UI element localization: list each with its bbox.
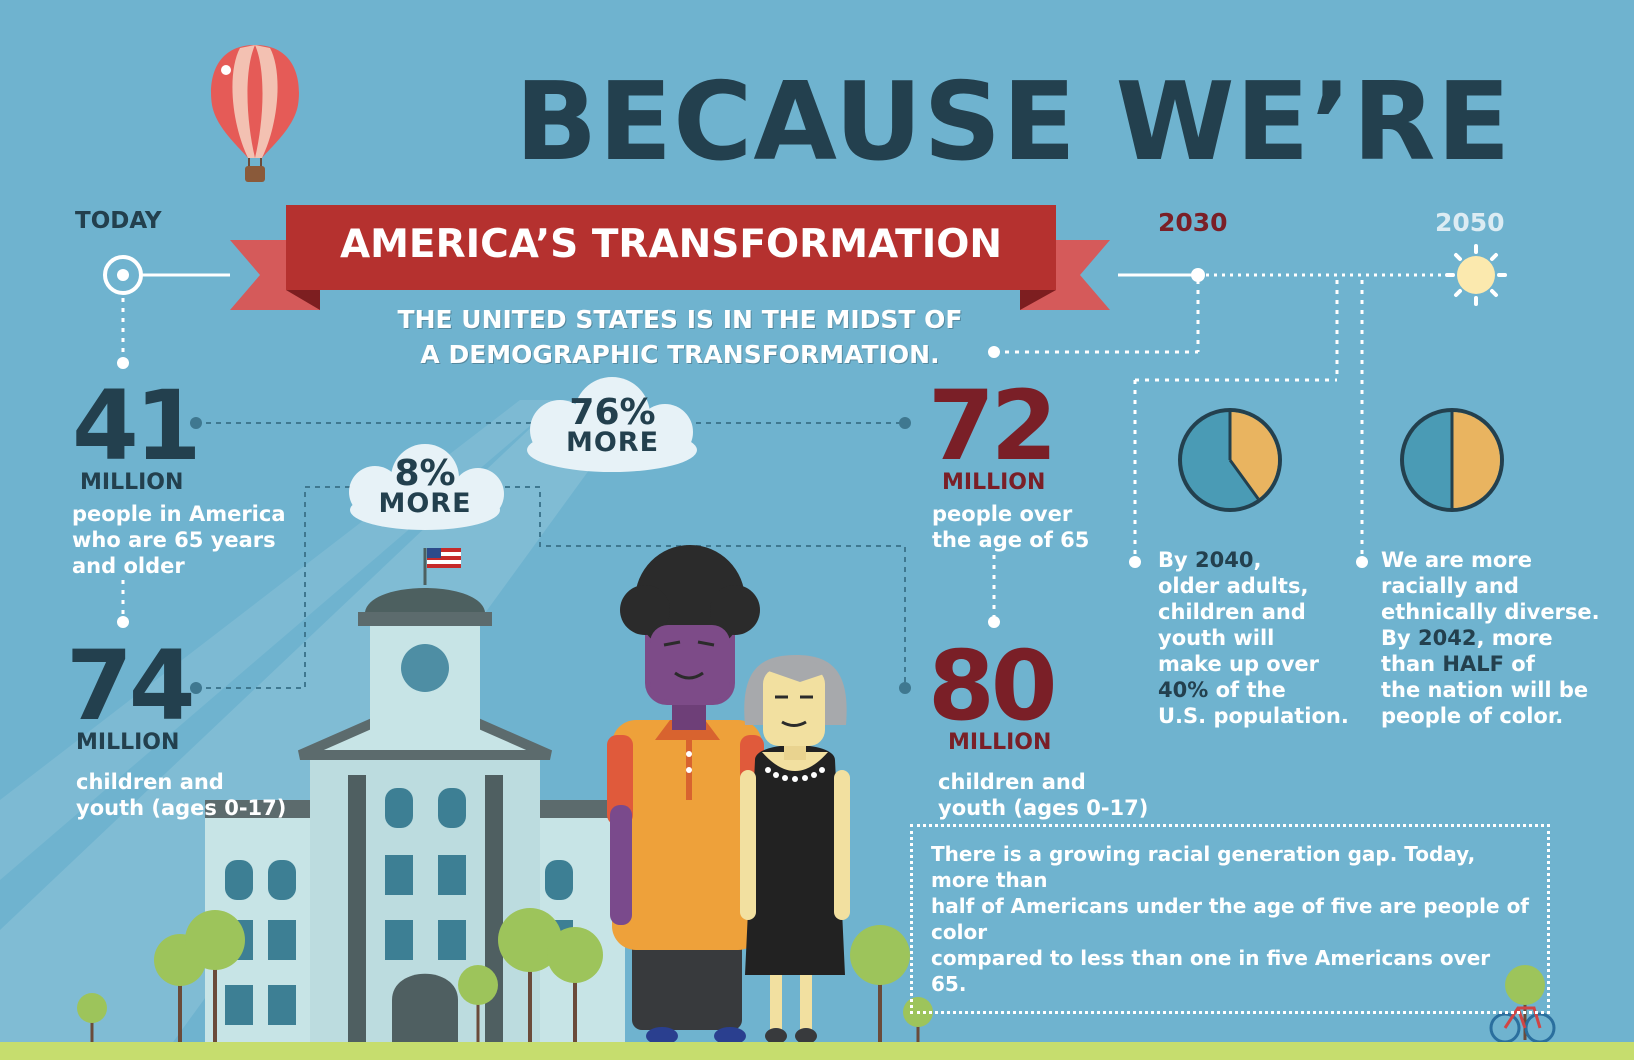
stat-description: people in America who are 65 years and o… [72, 501, 286, 579]
stat-number: 80 [928, 630, 1058, 742]
text-line: make up over [1158, 652, 1320, 676]
stat-number: 41 [72, 370, 202, 482]
projection-2040-text: By 2040, older adults, children and yout… [1158, 547, 1349, 729]
stat-description-line: people over [932, 502, 1073, 526]
highlight-percent: 40% [1158, 678, 1209, 702]
stat-unit: MILLION [942, 470, 1046, 495]
note-line: There is a growing racial generation gap… [931, 842, 1476, 892]
subtitle-line: THE UNITED STATES IS IN THE MIDST OF [397, 305, 963, 334]
stat-number: 74 [66, 630, 196, 742]
stat-future-youth: 80 MILLION children and youth (ages 0-17… [928, 638, 1148, 821]
stat-description-line: and older [72, 554, 185, 578]
highlight-year: 2042 [1418, 626, 1477, 650]
text-run: By [1158, 548, 1196, 572]
cloud-76 [527, 377, 697, 472]
pie-chart-2042 [1400, 408, 1504, 512]
pie-slice-highlight [1452, 412, 1500, 508]
note-line: compared to less than one in five Americ… [931, 946, 1491, 996]
text-run: than [1381, 652, 1443, 676]
growth-label: MORE [565, 427, 660, 458]
stat-description-line: children and [76, 770, 224, 794]
cloud-8 [349, 444, 504, 530]
stat-description-line: people in America [72, 502, 286, 526]
growth-label: MORE [378, 488, 472, 519]
subtitle-line: A DEMOGRAPHIC TRANSFORMATION. [420, 340, 940, 369]
stat-today-older: 41 MILLION people in America who are 65 … [72, 378, 286, 579]
stat-unit: MILLION [76, 730, 180, 755]
ribbon-banner [230, 205, 1110, 310]
timeline [121, 273, 1445, 620]
text-line: children and [1158, 600, 1306, 624]
growth-older: 76% MORE [530, 392, 695, 458]
stat-description-line: the age of 65 [932, 528, 1090, 552]
subtitle: THE UNITED STATES IS IN THE MIDST OF A D… [340, 302, 1020, 372]
stat-description: people over the age of 65 [932, 501, 1089, 553]
stat-description-line: youth (ages 0-17) [938, 796, 1149, 820]
timeline-dots [117, 268, 1368, 628]
growth-youth: 8% MORE [350, 453, 500, 519]
american-flag-icon [427, 548, 461, 568]
text-line: the nation will be [1381, 678, 1589, 702]
stat-number: 72 [928, 370, 1058, 482]
sun-icon [1445, 244, 1507, 306]
today-target-icon [103, 255, 143, 295]
hot-air-balloon-icon [211, 45, 299, 182]
stat-description-line: who are 65 years [72, 528, 276, 552]
stat-description: children and youth (ages 0-17) [938, 769, 1148, 821]
text-line: We are more [1381, 548, 1532, 572]
highlight-year: 2040 [1195, 548, 1254, 572]
text-run: of [1503, 652, 1535, 676]
text-line: youth will [1158, 626, 1275, 650]
ground [0, 1042, 1634, 1060]
connector-dots [190, 417, 911, 694]
text-line: racially and [1381, 574, 1519, 598]
pie-slice-highlight [1230, 412, 1278, 499]
building [205, 548, 625, 1045]
stat-description: children and youth (ages 0-17) [76, 769, 286, 821]
highlight-half: HALF [1442, 652, 1504, 676]
growth-value: 8% [394, 453, 456, 494]
text-run: By [1381, 626, 1419, 650]
text-run: , [1253, 548, 1262, 572]
generation-gap-note: There is a growing racial generation gap… [910, 824, 1550, 1014]
stat-unit: MILLION [80, 470, 184, 495]
growth-value: 76% [569, 392, 656, 433]
page-title: BECAUSE WE’RE [515, 60, 1512, 185]
pie-chart-2040 [1178, 408, 1282, 512]
text-line: U.S. population. [1158, 704, 1349, 728]
ribbon-title: AMERICA’S TRANSFORMATION [339, 222, 1003, 267]
text-run: of the [1208, 678, 1286, 702]
stat-description-line: youth (ages 0-17) [76, 796, 287, 820]
projection-2042-text: We are more racially and ethnically dive… [1381, 547, 1600, 729]
stat-future-older: 72 MILLION people over the age of 65 [928, 378, 1089, 553]
stat-today-youth: 74 MILLION children and youth (ages 0-17… [66, 638, 286, 821]
text-line: people of color. [1381, 704, 1564, 728]
stat-description-line: children and [938, 770, 1086, 794]
older-person-figure [740, 655, 850, 1044]
stat-unit: MILLION [948, 730, 1052, 755]
text-line: older adults, [1158, 574, 1309, 598]
light-beam [0, 400, 640, 1060]
text-run: , more [1476, 626, 1553, 650]
timeline-label-2050: 2050 [1435, 208, 1505, 237]
timeline-label-today: TODAY [75, 208, 162, 234]
timeline-label-2030: 2030 [1158, 208, 1228, 237]
text-line: ethnically diverse. [1381, 600, 1600, 624]
note-line: half of Americans under the age of five … [931, 894, 1530, 944]
trees [77, 908, 1545, 1045]
